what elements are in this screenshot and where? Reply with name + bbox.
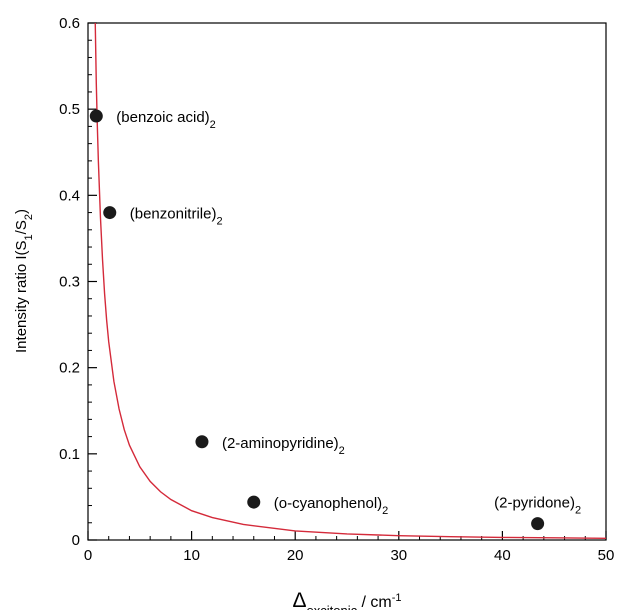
point-annotation-sub: 2 [575, 505, 581, 517]
x-tick-label: 30 [390, 547, 407, 564]
fit-curve-layer [94, 22, 607, 539]
y-tick-label: 0.1 [59, 446, 80, 463]
point-annotation-sub: 2 [339, 445, 345, 457]
point-annotation-sub: 2 [216, 216, 222, 228]
plot-frame [87, 22, 607, 541]
x-tick-label: 0 [84, 547, 92, 564]
y-tick-label: 0.2 [59, 360, 80, 377]
x-tick-label: 20 [287, 547, 304, 564]
point-annotation-sub: 2 [382, 505, 388, 517]
data-point [103, 206, 117, 220]
y-tick-label: 0.6 [59, 15, 80, 32]
y-axis-label: Intensity ratio I(S1/S2) [13, 209, 35, 353]
point-annotation-name: (o-cyanophenol) [274, 495, 382, 512]
fit-curve [94, 22, 607, 539]
point-annotation: (benzonitrile)2 [130, 206, 223, 228]
point-annotation: (o-cyanophenol)2 [274, 495, 389, 517]
point-annotation-name: (benzonitrile) [130, 206, 217, 223]
point-annotation: (2-aminopyridine)2 [222, 435, 345, 457]
point-annotation: (benzoic acid)2 [116, 109, 216, 131]
y-tick-label: 0.3 [59, 274, 80, 291]
point-annotation: (2-pyridone)2 [494, 495, 581, 517]
point-annotation-name: (2-pyridone) [494, 495, 575, 512]
x-tick-label: 10 [183, 547, 200, 564]
data-point [195, 435, 209, 449]
x-axis-label: Δexcitonic / cm-1 [292, 589, 401, 610]
point-annotation-name: (benzoic acid) [116, 109, 209, 126]
y-tick-label: 0 [72, 532, 80, 549]
y-tick-label: 0.5 [59, 101, 80, 118]
x-tick-label: 40 [494, 547, 511, 564]
point-annotation-sub: 2 [210, 119, 216, 131]
axis-ticks: 0 10 20 30 40 50 0 0.1 0.2 0.3 0.4 0.5 0.6 [59, 15, 614, 564]
point-annotation-name: (2-aminopyridine) [222, 435, 339, 452]
data-points-layer: (benzoic acid)2(benzonitrile)2(2-aminopy… [89, 109, 581, 531]
data-point [89, 109, 103, 123]
y-tick-label: 0.4 [59, 187, 80, 204]
data-point [247, 495, 261, 509]
x-tick-label: 50 [598, 547, 615, 564]
data-point [531, 517, 545, 531]
